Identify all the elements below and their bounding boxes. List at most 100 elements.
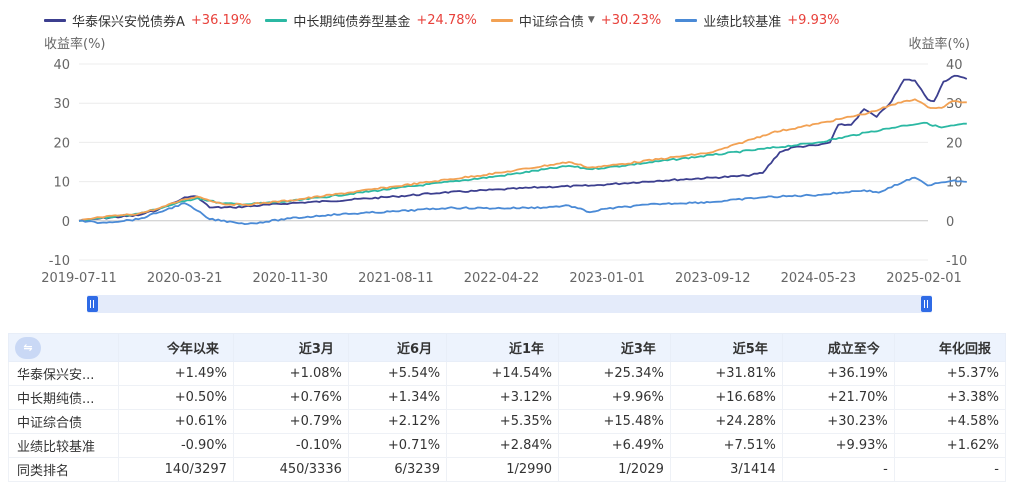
column-header: 近1年 <box>446 333 559 362</box>
y-tick-label-left: 10 <box>53 176 70 191</box>
legend-item[interactable]: 业绩比较基准 +9.93% <box>675 11 839 30</box>
table-cell: +14.54% <box>446 361 559 386</box>
table-cell: +3.38% <box>893 385 1007 410</box>
table-row: 业绩比较基准 -0.90% -0.10% +0.71% +2.84% +6.49% +7.5… <box>8 433 1007 458</box>
legend-swatch <box>44 18 66 22</box>
row-label: 同类排名 <box>8 457 119 482</box>
series-line <box>79 121 967 222</box>
x-tick-label: 2025-02-01 <box>886 271 962 286</box>
table-cell: - <box>781 457 895 482</box>
table-corner: ⇋ <box>8 333 119 362</box>
table-header-row: ⇋ 今年以来 近3月 近6月 近1年 近3年 近5年 成立至今 年化回报 <box>8 333 1007 362</box>
table-cell: 6/3239 <box>347 457 448 482</box>
table-cell: +31.81% <box>669 361 783 386</box>
table-cell: +2.12% <box>347 409 448 434</box>
row-label: 华泰保兴安... <box>8 361 119 386</box>
date-range-slider[interactable] <box>87 295 932 313</box>
table-row: 同类排名 140/3297 450/3336 6/3239 1/2990 1/2029 3/… <box>8 457 1007 482</box>
column-header: 近6月 <box>347 333 448 362</box>
row-label: 中长期纯债... <box>8 385 119 410</box>
table-cell: +9.96% <box>558 385 671 410</box>
column-header: 近5年 <box>669 333 783 362</box>
legend-item[interactable]: 中长期纯债券型基金 +24.78% <box>265 11 477 30</box>
series-line <box>78 98 967 222</box>
table-cell: +7.51% <box>669 433 783 458</box>
legend-series-name: 业绩比较基准 <box>703 14 782 30</box>
dropdown-arrow-icon[interactable]: ▼ <box>587 15 595 25</box>
table-cell: +3.12% <box>446 385 559 410</box>
table-cell: +36.19% <box>781 361 895 386</box>
x-tick-label: 2023-01-01 <box>569 271 645 286</box>
legend-item[interactable]: 华泰保兴安悦债券A +36.19% <box>44 11 251 30</box>
column-header: 近3月 <box>232 333 349 362</box>
table-cell: +1.62% <box>893 433 1007 458</box>
table-cell: +5.35% <box>446 409 559 434</box>
chart-legend: 华泰保兴安悦债券A +36.19% 中长期纯债券型基金 +24.78% 中证综合债 ▼ +3… <box>44 10 853 30</box>
table-cell: +1.49% <box>118 361 234 386</box>
table-row: 中长期纯债... +0.50% +0.76% +1.34% +3.12% +9.96% +1… <box>8 385 1007 410</box>
table-toggle-icon[interactable]: ⇋ <box>15 336 41 359</box>
y-axis-title-right: 收益率(%) <box>909 36 971 52</box>
table-cell: +15.48% <box>558 409 671 434</box>
column-header: 年化回报 <box>893 333 1007 362</box>
legend-series-value: +9.93% <box>787 12 840 28</box>
table-cell: +16.68% <box>669 385 783 410</box>
table-cell: +21.70% <box>781 385 895 410</box>
x-tick-label: 2023-09-12 <box>675 271 751 286</box>
x-tick-label: 2024-05-23 <box>781 271 857 286</box>
legend-series-name: 中长期纯债券型基金 <box>293 14 411 30</box>
table-cell: 140/3297 <box>118 457 234 482</box>
series-line <box>78 74 968 222</box>
performance-table: ⇋ 今年以来 近3月 近6月 近1年 近3年 近5年 成立至今 年化回报 华泰保… <box>8 333 1007 482</box>
slider-start-handle[interactable] <box>87 296 98 312</box>
y-tick-label-left: 20 <box>53 136 70 151</box>
table-cell: 1/2029 <box>558 457 671 482</box>
column-header: 近3年 <box>558 333 671 362</box>
table-cell: - <box>893 457 1007 482</box>
y-tick-label-left: 30 <box>53 97 70 112</box>
return-line-chart: 收益率(%) 收益率(%) -10 -10 0 0 10 10 20 20 30 30 40 40 2019… <box>41 36 971 286</box>
legend-series-value: +30.23% <box>600 12 662 28</box>
row-label: 业绩比较基准 <box>8 433 119 458</box>
legend-item[interactable]: 中证综合债 ▼ +30.23% <box>490 11 662 30</box>
y-tick-label-right: 20 <box>946 136 963 151</box>
y-tick-label-left: -10 <box>49 254 70 269</box>
y-axis-title-left: 收益率(%) <box>44 36 106 52</box>
column-header: 今年以来 <box>118 333 234 362</box>
table-cell: 450/3336 <box>232 457 349 482</box>
legend-series-name: 中证综合债 <box>518 14 584 30</box>
slider-end-handle[interactable] <box>921 296 932 312</box>
row-label: 中证综合债 <box>8 409 119 434</box>
legend-series-name: 华泰保兴安悦债券A <box>72 14 185 30</box>
x-tick-label: 2020-11-30 <box>252 271 328 286</box>
table-row: 中证综合债 +0.61% +0.79% +2.12% +5.35% +15.48% +24.… <box>8 409 1007 434</box>
x-tick-label: 2019-07-11 <box>41 271 117 286</box>
x-tick-label: 2020-03-21 <box>147 271 223 286</box>
series-line <box>78 176 967 225</box>
table-row: 华泰保兴安... +1.49% +1.08% +5.54% +14.54% +25.34%… <box>8 361 1007 386</box>
table-cell: +0.79% <box>232 409 349 434</box>
table-cell: +6.49% <box>558 433 671 458</box>
y-tick-label-right: 40 <box>946 58 963 73</box>
table-cell: +1.34% <box>347 385 448 410</box>
y-tick-label-right: 30 <box>946 97 963 112</box>
y-tick-label-right: 0 <box>946 215 954 230</box>
table-cell: +0.61% <box>118 409 234 434</box>
table-cell: +0.50% <box>118 385 234 410</box>
column-header: 成立至今 <box>781 333 895 362</box>
table-cell: +9.93% <box>781 433 895 458</box>
legend-series-value: +36.19% <box>190 12 252 28</box>
y-tick-label-right: -10 <box>946 254 967 269</box>
x-tick-label: 2021-08-11 <box>358 271 434 286</box>
y-tick-label-left: 0 <box>62 215 70 230</box>
table-cell: +5.37% <box>893 361 1007 386</box>
table-cell: +2.84% <box>446 433 559 458</box>
table-cell: +4.58% <box>893 409 1007 434</box>
y-tick-label-left: 40 <box>53 58 70 73</box>
legend-swatch <box>675 18 698 22</box>
table-cell: +5.54% <box>347 361 448 386</box>
legend-swatch <box>265 18 288 22</box>
table-cell: +24.28% <box>669 409 783 434</box>
table-cell: +25.34% <box>558 361 671 386</box>
table-cell: +30.23% <box>781 409 895 434</box>
